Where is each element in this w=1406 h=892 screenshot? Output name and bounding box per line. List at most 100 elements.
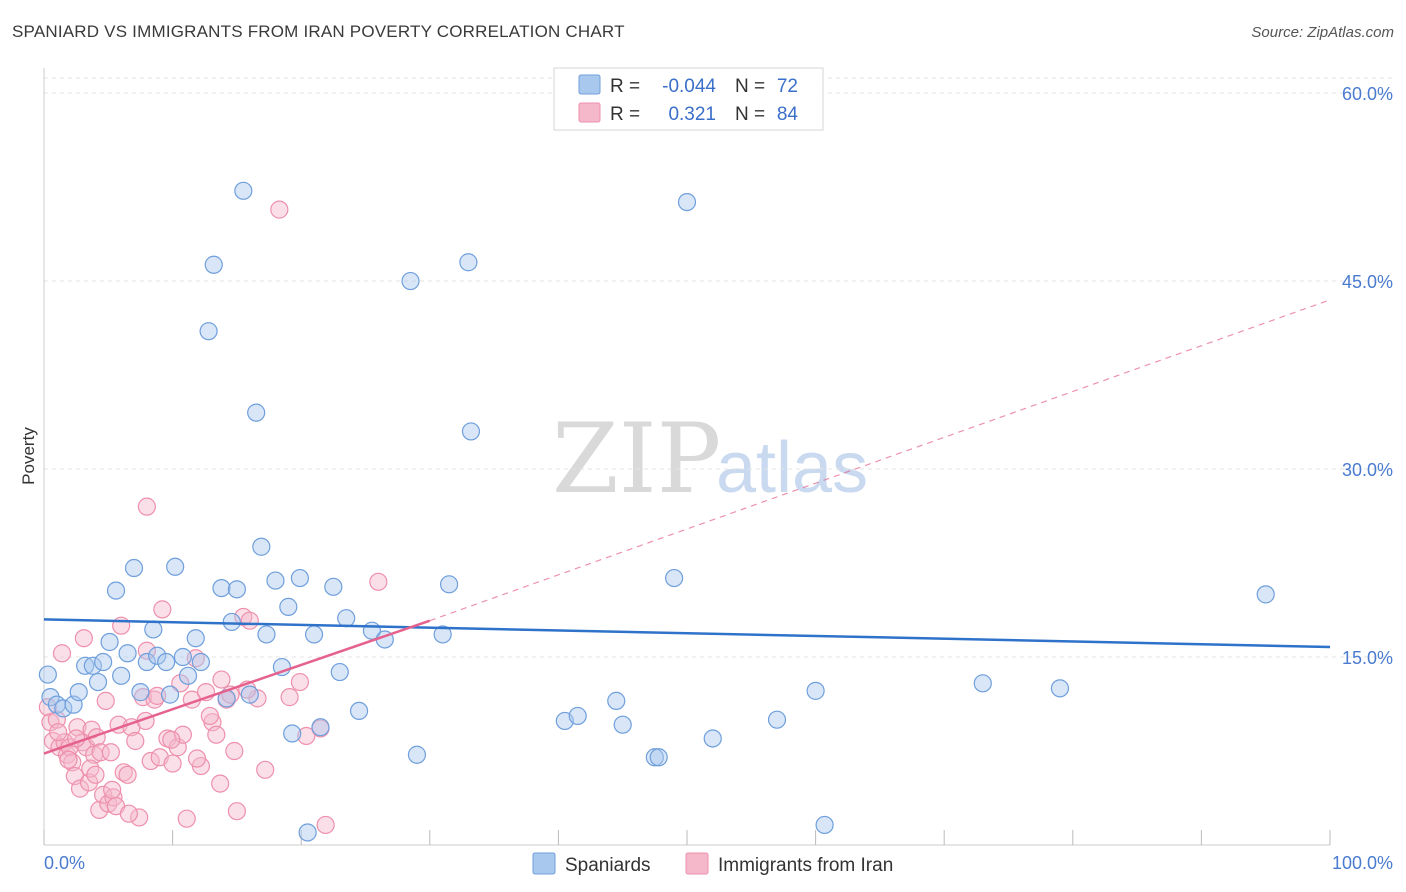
spaniard-point	[160, 685, 180, 704]
spaniard-point	[324, 577, 343, 596]
iran-point	[153, 600, 172, 619]
x-tick-label-max: 100.0%	[1332, 853, 1393, 873]
iran-point	[103, 780, 122, 799]
iran-points	[38, 200, 388, 835]
spaniard-point	[973, 674, 992, 693]
spaniard-point	[613, 715, 632, 734]
bottom-legend-label-spaniards[interactable]: Spaniards	[565, 855, 651, 876]
spaniard-point	[112, 666, 131, 685]
source-prefix: Source:	[1251, 24, 1308, 41]
spaniard-point	[54, 699, 73, 718]
source-attribution: Source: ZipAtlas.com	[1251, 24, 1394, 41]
spaniard-point	[349, 701, 369, 721]
spaniard-point	[665, 568, 684, 588]
spaniard-point	[252, 537, 271, 556]
spaniard-point	[279, 597, 298, 616]
iran-point	[74, 629, 93, 648]
y-tick-label: 30.0%	[1342, 460, 1393, 480]
spaniard-point	[118, 644, 137, 663]
spaniard-point	[240, 685, 259, 704]
legend-r-label-spaniards: R =	[610, 76, 640, 97]
iran-point	[119, 804, 138, 823]
spaniard-point	[1256, 585, 1275, 604]
legend-n-value-iran: 84	[777, 104, 799, 125]
spaniard-point	[137, 652, 156, 672]
source-name: ZipAtlas.com	[1307, 24, 1394, 41]
spaniard-point	[69, 683, 88, 702]
y-tick-label: 60.0%	[1342, 84, 1393, 104]
spaniard-point	[173, 647, 192, 667]
watermark-zip: ZIP	[552, 403, 721, 515]
legend-n-label-spaniards: N =	[735, 76, 765, 97]
spaniard-point	[461, 422, 481, 441]
spaniard-point	[433, 625, 452, 644]
y-tick-label: 15.0%	[1342, 648, 1393, 668]
spaniard-point	[106, 581, 126, 600]
legend-n-label-iran: N =	[735, 104, 765, 125]
spaniard-point	[88, 672, 108, 692]
x-tick-label-min: 0.0%	[44, 853, 85, 873]
spaniard-point	[100, 632, 119, 652]
iran-point	[225, 741, 244, 761]
spaniard-point	[1050, 679, 1070, 698]
iran-point	[91, 743, 110, 762]
watermark: ZIP atlas	[552, 403, 868, 515]
spaniard-point	[330, 662, 349, 682]
spaniard-point	[401, 271, 420, 291]
series-legend: Spaniards Immigrants from Iran	[532, 852, 893, 876]
spaniard-point	[247, 403, 266, 422]
spaniard-point	[283, 724, 302, 743]
iran-point	[227, 802, 246, 821]
iran-point	[369, 572, 388, 591]
iran-point	[280, 688, 299, 707]
spaniard-point	[257, 625, 276, 644]
iran-point	[171, 674, 190, 693]
spaniard-point	[144, 620, 163, 639]
iran-point	[207, 725, 226, 744]
iran-point	[290, 672, 310, 692]
spaniard-point	[234, 181, 253, 200]
spaniard-point	[304, 625, 324, 644]
iran-point	[59, 750, 78, 769]
bottom-legend-swatch-iran[interactable]	[685, 852, 709, 875]
spaniard-point	[311, 718, 330, 737]
spaniard-point	[83, 656, 102, 675]
iran-point	[52, 644, 72, 663]
iran-point	[86, 765, 105, 784]
spaniard-point	[199, 322, 218, 341]
spaniard-point	[568, 706, 587, 726]
iran-point	[101, 743, 120, 762]
iran-point	[211, 774, 230, 793]
iran-point	[118, 765, 137, 784]
iran-point	[49, 723, 68, 742]
spaniard-point	[645, 748, 664, 767]
spaniard-point	[439, 575, 459, 594]
spaniard-point	[407, 745, 427, 764]
spaniard-point	[266, 571, 285, 590]
spaniard-point	[337, 609, 356, 628]
spaniard-points	[38, 181, 1275, 842]
spaniard-point	[290, 568, 310, 588]
bottom-legend-swatch-spaniards[interactable]	[532, 852, 556, 875]
spaniard-point	[178, 666, 198, 685]
chart-title: SPANIARD VS IMMIGRANTS FROM IRAN POVERTY…	[12, 22, 625, 41]
bottom-legend-label-iran[interactable]: Immigrants from Iran	[718, 855, 893, 876]
correlation-legend: R = -0.044 N = 72 R = 0.321 N = 84	[553, 67, 824, 131]
spaniard-point	[212, 578, 231, 598]
iran-point	[240, 611, 259, 630]
legend-r-value-iran: 0.321	[668, 104, 716, 125]
spaniard-point	[94, 652, 113, 672]
spaniard-point	[649, 748, 668, 767]
y-axis-label: Poverty	[19, 427, 38, 485]
iran-point	[200, 706, 219, 726]
iran-point	[316, 815, 335, 835]
spaniard-point	[186, 629, 205, 648]
spaniard-trend-line	[43, 618, 1331, 649]
spaniard-point	[815, 815, 834, 835]
spaniard-point	[166, 557, 185, 576]
spaniard-point	[191, 652, 210, 672]
legend-swatch-spaniards	[578, 74, 601, 95]
spaniard-point	[124, 558, 144, 578]
iran-point	[133, 688, 153, 707]
